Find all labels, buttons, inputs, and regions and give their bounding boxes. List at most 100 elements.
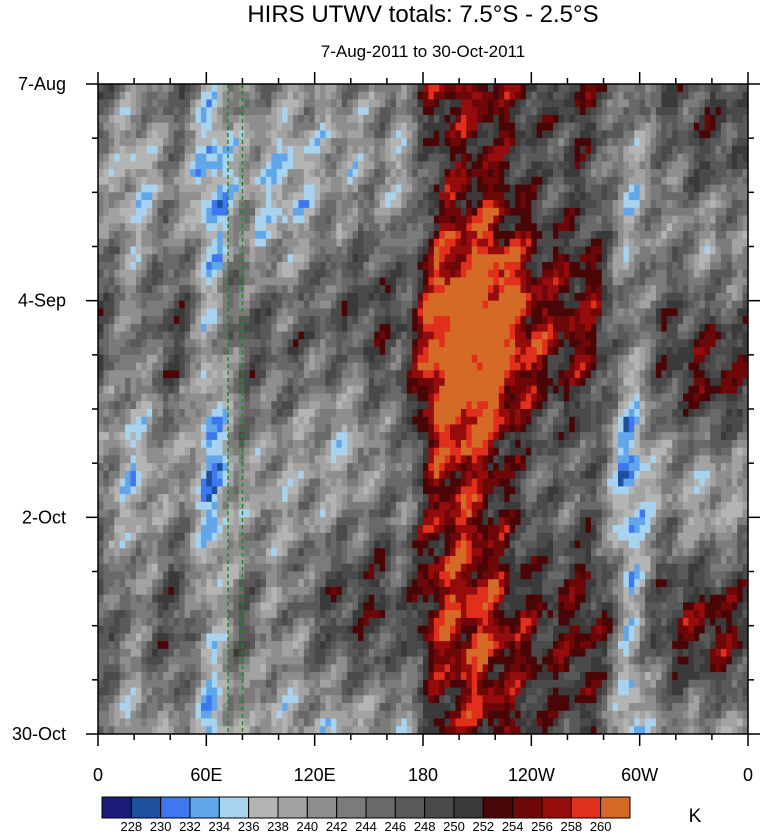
heatmap-cell	[146, 323, 153, 333]
heatmap-cell	[190, 246, 197, 255]
heatmap-cell	[574, 169, 581, 178]
heatmap-cell	[265, 339, 273, 348]
heatmap-cell	[379, 138, 386, 147]
heatmap-cell	[141, 184, 148, 194]
heatmap-cell	[715, 207, 722, 217]
heatmap-cell	[406, 370, 413, 379]
heatmap-cell	[726, 161, 733, 170]
heatmap-cell	[688, 207, 695, 217]
heatmap-cell	[645, 323, 652, 333]
heatmap-cell	[634, 99, 641, 108]
heatmap-cell	[726, 231, 733, 240]
heatmap-cell	[553, 385, 560, 395]
heatmap-cell	[336, 91, 343, 101]
heatmap-cell	[265, 370, 273, 379]
heatmap-cell	[655, 223, 663, 232]
heatmap-cell	[141, 393, 148, 402]
heatmap-cell	[569, 122, 576, 132]
heatmap-cell	[200, 300, 208, 310]
heatmap-cell	[634, 184, 641, 194]
heatmap-cell	[666, 192, 673, 201]
heatmap-cell	[211, 138, 218, 147]
heatmap-cell	[590, 122, 598, 132]
heatmap-cell	[282, 184, 289, 194]
heatmap-cell	[233, 401, 240, 410]
heatmap-cell	[520, 91, 527, 101]
heatmap-cell	[184, 161, 191, 170]
heatmap-cell	[298, 261, 305, 271]
heatmap-cell	[368, 99, 375, 108]
heatmap-cell	[509, 238, 516, 248]
heatmap-cell	[125, 138, 132, 147]
heatmap-cell	[374, 401, 381, 410]
heatmap-cell	[130, 107, 137, 116]
heatmap-cell	[563, 207, 570, 217]
heatmap-cell	[341, 176, 348, 186]
heatmap-cell	[255, 114, 262, 124]
heatmap-cell	[282, 393, 289, 402]
heatmap-cell	[688, 122, 695, 132]
heatmap-cell	[482, 231, 489, 240]
heatmap-cell	[179, 145, 186, 155]
heatmap-cell	[477, 114, 484, 124]
heatmap-cell	[114, 153, 121, 163]
heatmap-cell	[173, 184, 180, 194]
heatmap-cell	[260, 269, 267, 279]
heatmap-cell	[395, 285, 403, 294]
heatmap-cell	[677, 331, 684, 341]
heatmap-cell	[135, 223, 143, 232]
heatmap-cell	[190, 207, 197, 217]
heatmap-cell	[390, 153, 397, 163]
heatmap-cell	[450, 84, 457, 93]
heatmap-cell	[607, 285, 614, 294]
heatmap-cell	[710, 370, 717, 379]
heatmap-cell	[536, 200, 543, 209]
heatmap-cell	[395, 107, 403, 116]
heatmap-cell	[206, 99, 213, 108]
heatmap-cell	[618, 331, 625, 341]
heatmap-cell	[341, 378, 348, 387]
heatmap-cell	[607, 231, 614, 240]
heatmap-cell	[303, 84, 310, 93]
heatmap-cell	[390, 99, 397, 108]
heatmap-cell	[141, 176, 148, 186]
heatmap-cell	[358, 84, 365, 93]
heatmap-cell	[200, 269, 208, 279]
heatmap-cell	[731, 246, 738, 255]
heatmap-cell	[531, 176, 538, 186]
heatmap-cell	[688, 354, 695, 364]
heatmap-cell	[190, 354, 197, 364]
heatmap-cell	[423, 393, 430, 402]
heatmap-cell	[450, 347, 457, 356]
heatmap-cell	[628, 308, 635, 317]
heatmap-cell	[455, 231, 462, 240]
heatmap-cell	[585, 370, 592, 379]
heatmap-cell	[460, 207, 468, 217]
heatmap-cell	[108, 114, 115, 124]
heatmap-cell	[325, 254, 332, 263]
heatmap-cell	[282, 347, 289, 356]
heatmap-cell	[666, 91, 673, 101]
heatmap-cell	[200, 238, 208, 248]
heatmap-cell	[590, 385, 598, 395]
heatmap-cell	[726, 122, 733, 132]
heatmap-cell	[309, 223, 316, 232]
heatmap-cell	[163, 246, 170, 255]
heatmap-cell	[423, 169, 430, 178]
heatmap-cell	[228, 231, 235, 240]
heatmap-cell	[715, 246, 722, 255]
heatmap-cell	[244, 261, 251, 271]
heatmap-cell	[320, 277, 327, 286]
heatmap-cell	[309, 347, 316, 356]
heatmap-cell	[206, 192, 213, 201]
heatmap-cell	[542, 153, 549, 163]
heatmap-cell	[639, 207, 646, 217]
heatmap-cell	[612, 145, 619, 155]
heatmap-cell	[401, 114, 408, 124]
heatmap-cell	[195, 254, 202, 263]
heatmap-cell	[249, 184, 256, 194]
heatmap-cell	[238, 308, 245, 317]
heatmap-cell	[423, 354, 430, 364]
heatmap-cell	[260, 300, 267, 310]
heatmap-cell	[168, 316, 175, 325]
